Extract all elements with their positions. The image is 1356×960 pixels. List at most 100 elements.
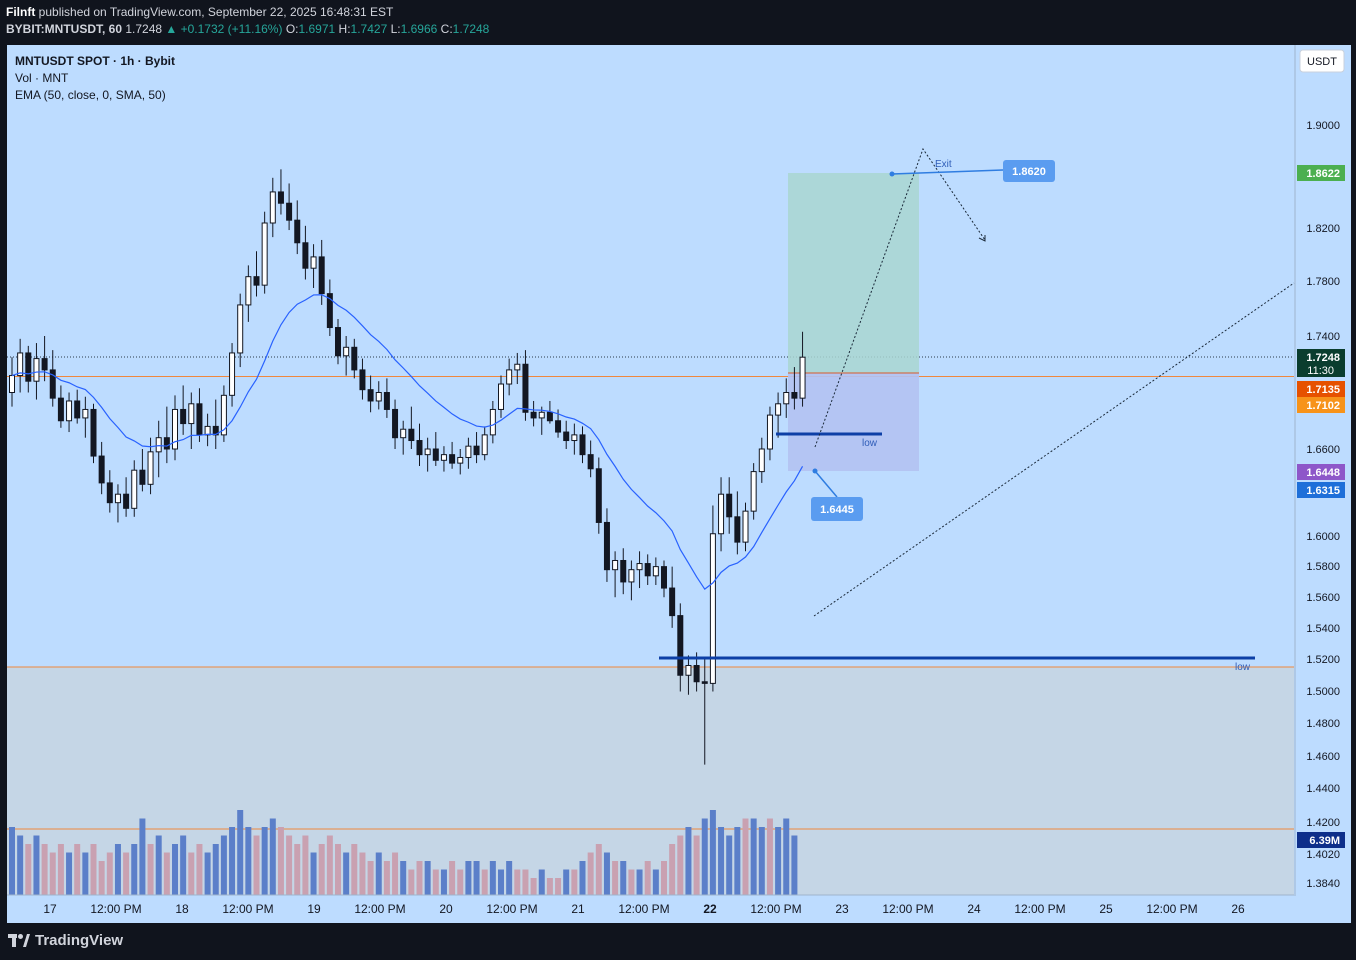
y-tick-label: 1.5000: [1306, 686, 1340, 698]
candle-body: [506, 369, 513, 385]
volume-bar: [204, 852, 211, 895]
candle-body: [440, 454, 447, 461]
volume-bar: [180, 835, 187, 895]
volume-bar: [131, 844, 138, 895]
volume-bar: [49, 852, 56, 895]
open-label: O:: [285, 22, 299, 36]
candle-body: [335, 327, 341, 357]
volume-bar: [440, 869, 447, 895]
x-tick-label: 25: [1099, 902, 1113, 916]
candle-body: [106, 482, 113, 504]
y-tick-label: 1.7400: [1306, 331, 1340, 343]
target-callout-line: [891, 169, 1004, 175]
candle-body: [204, 425, 211, 436]
last-price: 1.7248: [125, 22, 163, 36]
candle-body: [196, 403, 203, 436]
candle-body: [33, 358, 40, 382]
y-tick-label: 1.7800: [1306, 276, 1340, 288]
candle-body: [326, 293, 333, 329]
volume-bar: [538, 869, 545, 895]
candle-body: [351, 346, 358, 371]
candle-body: [367, 389, 374, 402]
volume-bar: [57, 844, 64, 895]
candle-body: [82, 408, 89, 419]
volume-bar: [123, 852, 130, 895]
volume-bar: [245, 827, 252, 895]
volume-bar: [237, 810, 244, 895]
x-tick-label: 24: [967, 902, 981, 916]
tradingview-icon: [8, 934, 30, 947]
publisher-name[interactable]: Filnft: [6, 5, 36, 19]
y-tick-label: 1.8200: [1306, 223, 1340, 235]
candle-body: [750, 471, 757, 512]
close-value: 1.7248: [452, 22, 490, 36]
candle-body: [530, 411, 537, 419]
candle-body: [652, 566, 659, 577]
volume-bar: [563, 869, 570, 895]
candle-body: [595, 468, 602, 523]
volume-bar: [669, 844, 676, 895]
countdown-text: 11:30: [1307, 365, 1334, 377]
candle-body: [546, 411, 553, 422]
candle-body: [571, 434, 578, 442]
x-tick-label: 12:00 PM: [750, 902, 801, 916]
volume-bar: [481, 869, 488, 895]
volume-bar: [424, 861, 431, 895]
volume-bar: [335, 844, 341, 895]
volume-bar: [359, 852, 366, 895]
publish-header: Filnft published on TradingView.com, Sep…: [0, 0, 1356, 44]
volume-bar: [383, 861, 390, 895]
volume-bar: [612, 861, 619, 895]
y-tick-label: 1.3840: [1306, 878, 1340, 890]
price-label: [1297, 349, 1345, 377]
time-axis: [7, 896, 1351, 923]
volume-bar: [302, 835, 309, 895]
tradingview-logo[interactable]: TradingView: [8, 932, 123, 949]
legend-volume[interactable]: Vol · MNT: [15, 71, 69, 85]
price-label-text: 1.8622: [1306, 168, 1340, 180]
publish-date: published on TradingView.com, September …: [38, 5, 394, 19]
volume-bar: [17, 835, 24, 895]
volume-bar: [9, 827, 15, 895]
candle-body: [514, 363, 521, 371]
volume-bar: [408, 869, 415, 895]
candle-body: [603, 521, 610, 571]
price-callout-text: 1.6445: [820, 504, 854, 516]
high-label: H:: [338, 22, 351, 36]
x-tick-label: 12:00 PM: [222, 902, 273, 916]
legend-symbol[interactable]: MNTUSDT SPOT · 1h · Bybit: [15, 54, 175, 68]
candle-body: [123, 493, 130, 509]
candle-body: [180, 408, 187, 425]
candle-body: [237, 304, 244, 354]
volume-bar: [734, 827, 741, 895]
volume-bar: [66, 852, 73, 895]
price-change: ▲ +0.1732 (+11.16%): [165, 22, 283, 36]
volume-bar: [220, 835, 227, 895]
volume-bar: [718, 827, 725, 895]
candle-body: [90, 408, 97, 457]
volume-bar: [286, 835, 293, 895]
volume-bar: [432, 869, 439, 895]
x-tick-label: 23: [835, 902, 849, 916]
candle-body: [114, 493, 121, 504]
volume-bar: [758, 827, 765, 895]
price-callout-text: 1.8620: [1012, 166, 1046, 178]
volume-bar: [147, 844, 154, 895]
candle-body: [294, 219, 301, 244]
candle-body: [742, 510, 749, 543]
volume-bar: [343, 852, 350, 895]
candle-body: [489, 408, 496, 436]
volume-bar: [522, 869, 529, 895]
candle-body: [693, 665, 700, 683]
volume-bar: [791, 835, 798, 895]
volume-bar: [277, 827, 284, 895]
legend-ema[interactable]: EMA (50, close, 0, SMA, 50): [15, 88, 166, 102]
volume-bar: [212, 844, 219, 895]
candle-body: [383, 392, 390, 410]
candle-body: [57, 397, 64, 422]
candle-body: [188, 403, 195, 425]
volume-bar: [98, 861, 105, 895]
candle-body: [669, 587, 676, 617]
volume-bar: [326, 835, 333, 895]
